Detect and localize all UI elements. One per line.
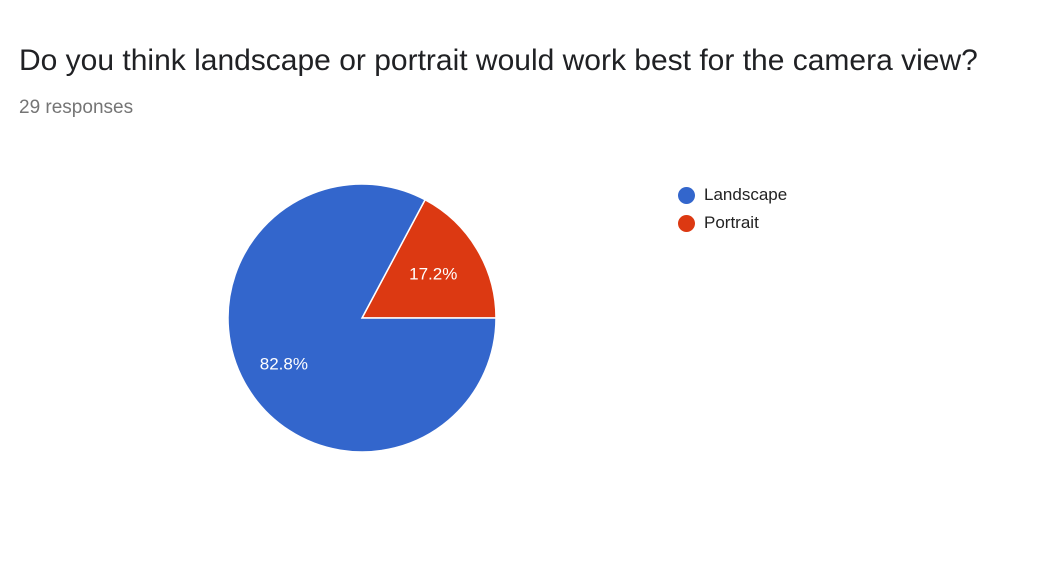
pie-label-portrait: 17.2% xyxy=(409,265,457,284)
legend-label-portrait: Portrait xyxy=(704,213,759,232)
legend-swatch-landscape xyxy=(678,186,695,204)
legend-label-landscape: Landscape xyxy=(704,185,788,204)
pie-slice-landscape[interactable] xyxy=(227,183,497,453)
pie-label-landscape: 82.8% xyxy=(260,354,308,373)
pie-slices xyxy=(227,183,497,453)
pie-slice-labels: 17.2% 82.8% xyxy=(260,265,458,374)
question-title: Do you think landscape or portrait would… xyxy=(19,44,978,77)
pie-slice-portrait[interactable] xyxy=(360,198,497,319)
legend-item-landscape[interactable]: Landscape xyxy=(678,181,787,209)
legend-item-portrait[interactable]: Portrait xyxy=(678,209,787,237)
legend-swatch-portrait xyxy=(678,214,695,232)
response-count: 29 responses xyxy=(19,97,134,118)
legend: Landscape Portrait xyxy=(678,181,787,237)
